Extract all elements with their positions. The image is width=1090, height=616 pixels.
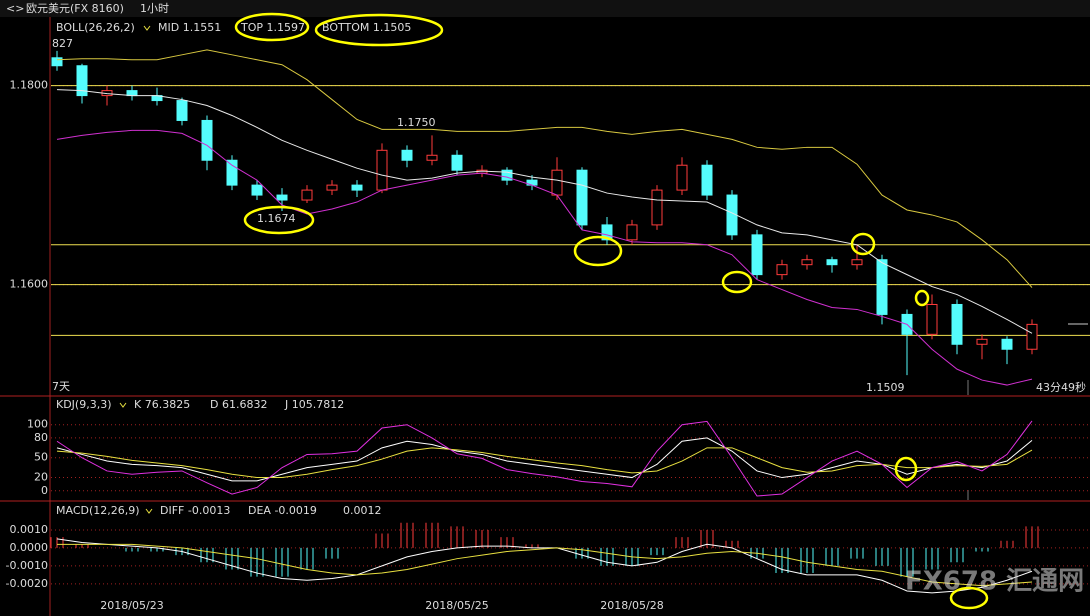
candle-body [552,170,562,195]
legend-entry: 0.0012 [343,504,382,517]
candle-body [777,265,787,275]
x-tick-label: 2018/05/25 [425,599,488,612]
candle-body [577,170,587,225]
candle-body [677,165,687,190]
y-tick-label: 0.0000 [10,541,49,554]
candle-body [452,155,462,170]
annotation: 827 [52,37,73,50]
annotation: 43分49秒 [1036,380,1086,394]
annotation: 7天 [52,380,70,393]
candle-body [177,101,187,121]
candle-body [427,155,437,160]
annotation: 1.1509 [866,381,905,394]
candle-body [277,195,287,200]
y-tick-label: -0.0020 [6,577,48,590]
legend-title: BOLL(26,26,2) [56,21,135,34]
watermark: FX678 汇通网 [905,567,1084,597]
y-tick-label: 50 [34,451,48,464]
annotation: 1.1750 [397,116,436,129]
legend-entry: DIFF -0.0013 [160,504,230,517]
toolbar-icon[interactable]: <> [6,2,24,15]
candle-body [877,260,887,315]
period[interactable]: 1小时 [140,2,169,15]
candle-body [402,150,412,160]
candle-body [802,260,812,265]
legend-entry: J 105.7812 [284,398,344,411]
candle-body [702,165,712,195]
y-tick-label: 20 [34,471,48,484]
y-tick-label: -0.0010 [6,559,48,572]
y-tick-label: 80 [34,431,48,444]
legend-entry: MID 1.1551 [158,21,221,34]
y-tick-label: 1.1600 [10,278,49,291]
candle-body [852,260,862,265]
x-tick-label: 2018/05/23 [100,599,163,612]
annotation: 1.1674 [257,212,296,225]
y-tick-label: 100 [27,418,48,431]
candle-body [302,190,312,200]
candle-body [752,235,762,275]
y-tick-label: 1.1800 [10,79,49,92]
y-tick-label: 0 [41,484,48,497]
candle-body [827,260,837,265]
legend-title: MACD(12,26,9) [56,504,140,517]
candle-body [327,185,337,190]
legend-entry: TOP 1.1597 [240,21,305,34]
candle-body [227,160,237,185]
candle-body [1002,339,1012,349]
candle-body [252,185,262,195]
candle-body [377,150,387,190]
legend-entry: DEA -0.0019 [248,504,317,517]
candle-body [202,120,212,160]
candle-body [952,304,962,344]
candle-body [977,339,987,344]
y-tick-label: 0.0010 [10,523,49,536]
legend-entry: BOTTOM 1.1505 [322,21,411,34]
candle-body [652,190,662,225]
candle-body [52,58,62,66]
legend-entry: D 61.6832 [210,398,267,411]
legend-entry: K 76.3825 [134,398,190,411]
symbol[interactable]: 欧元美元(FX 8160) [26,2,124,15]
candle-body [627,225,637,240]
candle-body [352,185,362,190]
legend-title: KDJ(9,3,3) [56,398,112,411]
x-tick-label: 2018/05/28 [600,599,663,612]
candle-body [927,304,937,334]
candle-body [1027,324,1037,349]
